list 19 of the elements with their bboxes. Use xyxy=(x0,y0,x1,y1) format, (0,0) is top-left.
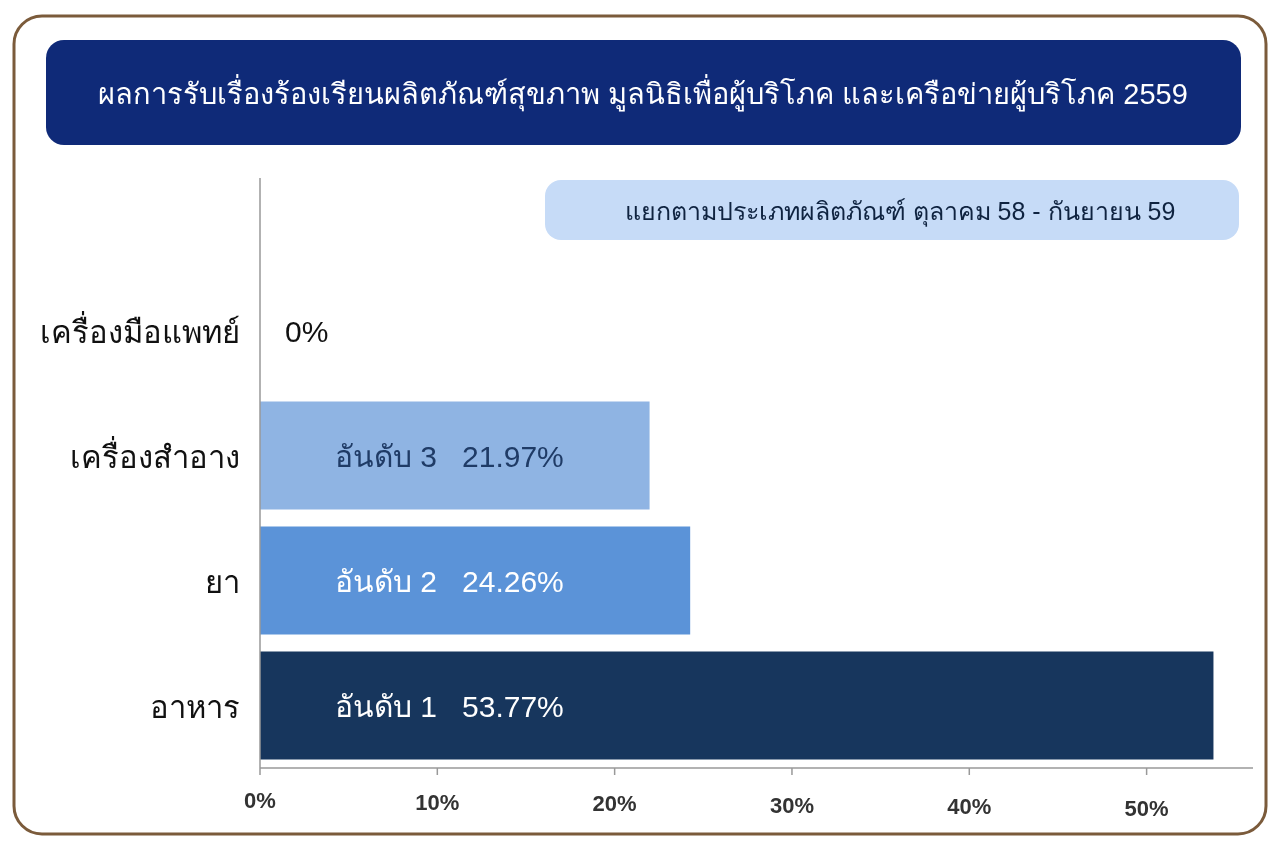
x-tick-label: 40% xyxy=(947,794,992,819)
x-tick-label: 0% xyxy=(244,788,276,813)
bar xyxy=(260,401,650,510)
data-label: อันดับ 3 21.97% xyxy=(335,439,564,473)
x-tick-label: 10% xyxy=(415,789,460,815)
y-tick-label: เครื่องสำอาง xyxy=(70,435,240,475)
x-tick-label: 50% xyxy=(1124,795,1169,821)
text: แยกตามประเภทผลิตภัณฑ์ ตุลาคม 58 - กันยายน 59 xyxy=(624,197,1176,227)
data-label: อันดับ 2 24.26% xyxy=(335,564,564,598)
chart-title: ผลการรับเรื่องร้องเรียนผลิตภัณฑ์สุขภาพ มูลนิธิเพื่อผู้บริโภค และเครือข่ายผู้บริโภค 2559 xyxy=(98,74,1188,112)
y-tick-label: ยา xyxy=(205,564,240,600)
data-label: อันดับ 1 53.77% xyxy=(335,689,564,723)
bar xyxy=(260,526,691,635)
data-label: 0% xyxy=(285,314,329,348)
x-tick-label: 30% xyxy=(769,792,814,818)
bar xyxy=(260,651,1214,760)
y-tick-label: อาหาร xyxy=(150,689,240,725)
x-tick-label: 20% xyxy=(592,791,637,816)
y-tick-label: เครื่องมือแพทย์ xyxy=(40,310,240,350)
